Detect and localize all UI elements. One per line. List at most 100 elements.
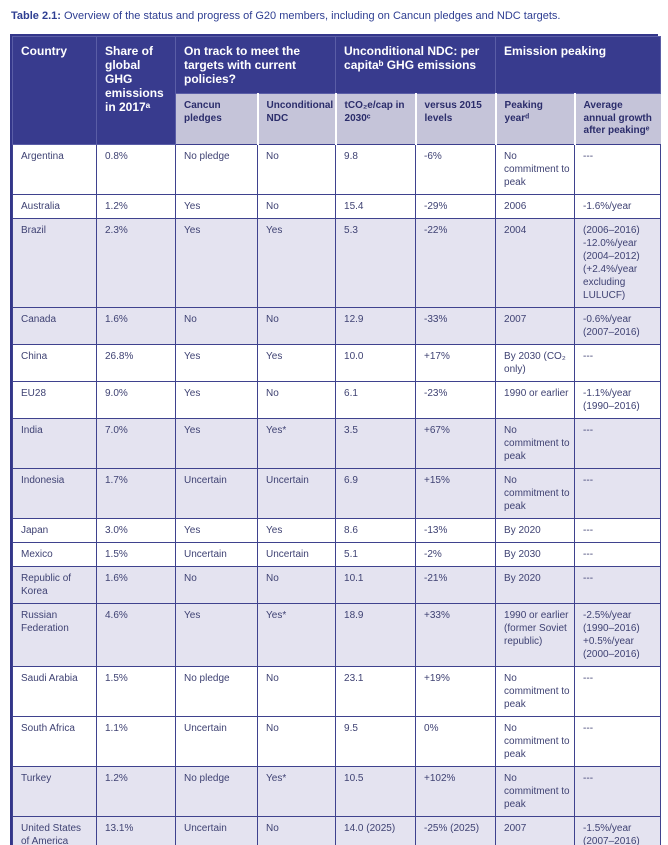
cell-cancun: Yes xyxy=(175,193,258,219)
cell-tco2: 6.1 xyxy=(335,380,417,419)
cell-tco2: 10.0 xyxy=(335,343,417,382)
cell-country: Australia xyxy=(12,193,97,219)
cell-tco2: 23.1 xyxy=(335,665,417,717)
cell-tco2: 5.1 xyxy=(335,541,417,567)
cell-tco2: 9.5 xyxy=(335,715,417,767)
cell-growth: --- xyxy=(574,143,662,195)
cell-growth: -1.5%/year (2007–2016) xyxy=(574,815,662,845)
cell-peaking-year: By 2020 xyxy=(495,517,576,543)
cell-share: 13.1% xyxy=(96,815,176,845)
cell-cancun: Uncertain xyxy=(175,467,258,519)
cell-growth: -1.1%/year (1990–2016) xyxy=(574,380,662,419)
table-row: Mexico 1.5% Uncertain Uncertain 5.1 -2% … xyxy=(12,541,662,567)
cell-versus-2015: +17% xyxy=(415,343,497,382)
g20-status-table: Country Share of global GHG emissions in… xyxy=(12,36,662,845)
cell-cancun: Yes xyxy=(175,602,258,667)
cell-share: 3.0% xyxy=(96,517,176,543)
cell-peaking-year: 2007 xyxy=(495,306,576,345)
cell-country: India xyxy=(12,417,97,469)
table-row: United States of America 13.1% Uncertain… xyxy=(12,815,662,845)
cell-cancun: No pledge xyxy=(175,143,258,195)
cell-versus-2015: -22% xyxy=(415,217,497,308)
cell-peaking-year: No commitment to peak xyxy=(495,143,576,195)
col-header-unconditional-ndc: Unconditional NDC xyxy=(256,93,336,145)
table-row: Russian Federation 4.6% Yes Yes* 18.9 +3… xyxy=(12,602,662,667)
cell-growth: --- xyxy=(574,665,662,717)
cell-tco2: 10.1 xyxy=(335,565,417,604)
cell-country: Argentina xyxy=(12,143,97,195)
cell-unconditional-ndc: No xyxy=(256,380,337,419)
cell-versus-2015: -2% xyxy=(415,541,497,567)
col-group-unconditional-ndc: Unconditional NDC: per capitaᵇ GHG emiss… xyxy=(335,36,497,94)
col-header-peaking-year: Peaking yearᵈ xyxy=(494,93,575,145)
cell-unconditional-ndc: Uncertain xyxy=(256,467,337,519)
cell-share: 1.7% xyxy=(96,467,176,519)
cell-peaking-year: By 2020 xyxy=(495,565,576,604)
cell-peaking-year: 2004 xyxy=(495,217,576,308)
cell-peaking-year: No commitment to peak xyxy=(495,665,576,717)
cell-growth: --- xyxy=(574,343,662,382)
cell-cancun: Yes xyxy=(175,343,258,382)
cell-unconditional-ndc: Yes xyxy=(256,517,337,543)
cell-tco2: 6.9 xyxy=(335,467,417,519)
table-row: EU28 9.0% Yes No 6.1 -23% 1990 or earlie… xyxy=(12,380,662,419)
cell-cancun: No xyxy=(175,565,258,604)
cell-tco2: 10.5 xyxy=(335,765,417,817)
table-row: Republic of Korea 1.6% No No 10.1 -21% B… xyxy=(12,565,662,604)
cell-tco2: 14.0 (2025) xyxy=(335,815,417,845)
cell-versus-2015: -13% xyxy=(415,517,497,543)
table-row: Canada 1.6% No No 12.9 -33% 2007 -0.6%/y… xyxy=(12,306,662,345)
cell-share: 1.5% xyxy=(96,541,176,567)
cell-unconditional-ndc: No xyxy=(256,665,337,717)
cell-versus-2015: +102% xyxy=(415,765,497,817)
col-group-emission-peaking: Emission peaking xyxy=(495,36,662,94)
cell-growth: --- xyxy=(574,765,662,817)
cell-growth: --- xyxy=(574,565,662,604)
group-header-row: Country Share of global GHG emissions in… xyxy=(12,36,662,145)
col-header-share-ghg: Share of global GHG emissions in 2017ᵃ xyxy=(96,36,176,145)
cell-country: Saudi Arabia xyxy=(12,665,97,717)
cell-versus-2015: -21% xyxy=(415,565,497,604)
cell-share: 26.8% xyxy=(96,343,176,382)
cell-versus-2015: +15% xyxy=(415,467,497,519)
cell-growth: --- xyxy=(574,715,662,767)
cell-unconditional-ndc: Uncertain xyxy=(256,541,337,567)
table-row: India 7.0% Yes Yes* 3.5 +67% No commitme… xyxy=(12,417,662,469)
cell-versus-2015: -25% (2025) xyxy=(415,815,497,845)
cell-versus-2015: +19% xyxy=(415,665,497,717)
cell-cancun: No pledge xyxy=(175,765,258,817)
cell-peaking-year: 2006 xyxy=(495,193,576,219)
col-header-tco2-per-cap: tCO₂e/cap in 2030ᶜ xyxy=(334,93,416,145)
table-row: Brazil 2.3% Yes Yes 5.3 -22% 2004 (2006–… xyxy=(12,217,662,308)
table-caption-text: Overview of the status and progress of G… xyxy=(64,10,561,22)
cell-unconditional-ndc: No xyxy=(256,306,337,345)
cell-peaking-year: No commitment to peak xyxy=(495,715,576,767)
cell-growth: -2.5%/year (1990–2016) +0.5%/year (2000–… xyxy=(574,602,662,667)
cell-cancun: Yes xyxy=(175,217,258,308)
col-group-on-track: On track to meet the targets with curren… xyxy=(174,36,337,94)
table-caption-label: Table 2.1: xyxy=(11,10,61,22)
cell-growth: -1.6%/year xyxy=(574,193,662,219)
table-row: Indonesia 1.7% Uncertain Uncertain 6.9 +… xyxy=(12,467,662,519)
cell-country: Japan xyxy=(12,517,97,543)
cell-peaking-year: No commitment to peak xyxy=(495,765,576,817)
col-header-avg-growth: Average annual growth after peakingᵉ xyxy=(573,93,661,145)
cell-versus-2015: -6% xyxy=(415,143,497,195)
cell-unconditional-ndc: Yes xyxy=(256,217,337,308)
table-row: Turkey 1.2% No pledge Yes* 10.5 +102% No… xyxy=(12,765,662,817)
cell-versus-2015: -33% xyxy=(415,306,497,345)
table-row: Japan 3.0% Yes Yes 8.6 -13% By 2020 --- xyxy=(12,517,662,543)
cell-unconditional-ndc: Yes* xyxy=(256,417,337,469)
g20-table-wrapper: Country Share of global GHG emissions in… xyxy=(10,34,662,845)
cell-cancun: Uncertain xyxy=(175,541,258,567)
table-row: Argentina 0.8% No pledge No 9.8 -6% No c… xyxy=(12,143,662,195)
table-caption: Table 2.1: Overview of the status and pr… xyxy=(0,0,668,23)
cell-tco2: 12.9 xyxy=(335,306,417,345)
cell-country: Canada xyxy=(12,306,97,345)
cell-unconditional-ndc: No xyxy=(256,715,337,767)
cell-share: 1.2% xyxy=(96,193,176,219)
cell-growth: (2006–2016) -12.0%/year (2004–2012) (+2.… xyxy=(574,217,662,308)
table-row: South Africa 1.1% Uncertain No 9.5 0% No… xyxy=(12,715,662,767)
table-body: Argentina 0.8% No pledge No 9.8 -6% No c… xyxy=(12,143,662,845)
cell-growth: --- xyxy=(574,467,662,519)
